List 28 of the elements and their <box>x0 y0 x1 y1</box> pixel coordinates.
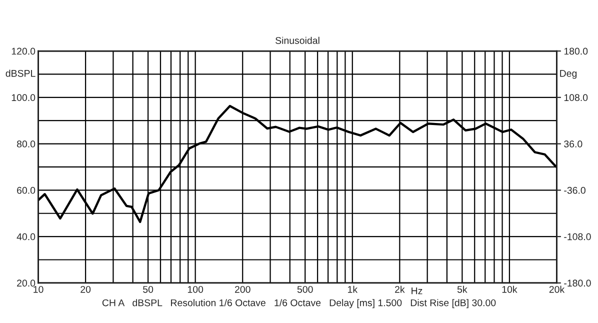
text: CH A dBSPL Resolution 1/6 Octave 1/6 Octave Delay [ms] 1.500 Dist Rise [dB] 30.00 <box>102 299 496 308</box>
y2-axis-title: Deg <box>560 70 577 79</box>
y-axis-title: dBSPL <box>6 70 36 77</box>
x-axis-title: Hz <box>412 287 422 294</box>
y-tick-label: 80.0 <box>16 140 36 148</box>
y2-tick-label: -108.0 <box>564 233 591 240</box>
x-tick-label: 100 <box>188 286 204 293</box>
y2-tick-label: -180.0 <box>564 280 591 287</box>
x-tick-label: 20 <box>80 286 91 293</box>
x-tick-label: 200 <box>234 286 250 293</box>
y-tick-label: 20.0 <box>17 280 36 287</box>
y-tick-label: 40.0 <box>16 233 36 240</box>
x-tick-label: 5k <box>457 286 468 293</box>
x-tick-label: 10 <box>34 286 44 293</box>
y2-tick-label: 108.0 <box>564 94 588 102</box>
x-tick-label: 10k <box>502 286 518 293</box>
x-tick-label: 500 <box>297 286 313 293</box>
x-tick-label: 1k <box>348 286 358 293</box>
x-tick-label: 20k <box>549 286 565 293</box>
x-tick-label: 2k <box>395 286 405 293</box>
chart-title: Sinusoidal <box>276 36 320 44</box>
x-tick-label: 50 <box>143 286 154 293</box>
y-tick-label: 120.0 <box>12 48 36 55</box>
y2-tick-label: 36.0 <box>564 140 582 148</box>
y2-tick-label: -36.0 <box>564 186 586 194</box>
y-tick-label: 60.0 <box>17 186 36 194</box>
y-tick-label: 100.0 <box>12 94 36 102</box>
y2-tick-label: 180.0 <box>564 48 588 55</box>
